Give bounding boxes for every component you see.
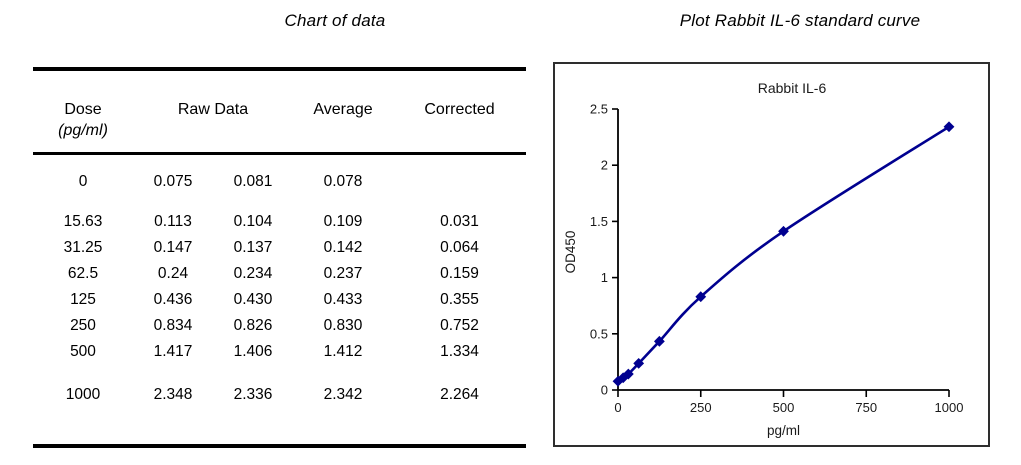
y-tick-label: 1.5 xyxy=(590,214,608,229)
table-panel-title: Chart of data xyxy=(284,11,386,30)
table-cell-dose: 62.5 xyxy=(67,265,99,282)
x-tick-label: 0 xyxy=(614,400,621,415)
table-cell-raw2: 2.336 xyxy=(233,386,273,403)
table-cell-raw2: 0.137 xyxy=(233,239,273,256)
data-point-marker xyxy=(695,291,707,303)
data-point-marker xyxy=(943,121,955,133)
x-tick-label: 1000 xyxy=(935,400,964,415)
table-cell-corrected: 0.355 xyxy=(440,291,479,308)
table-cell-corrected: 0.064 xyxy=(440,239,479,256)
table-row: 31.25 0.147 0.137 0.142 0.064 xyxy=(33,235,526,261)
y-tick-label: 0.5 xyxy=(590,326,608,341)
chart-panel-title: Plot Rabbit IL-6 standard curve xyxy=(679,11,921,30)
column-header-dose: Dose (pg/ml) xyxy=(33,71,133,152)
column-header-average: Average xyxy=(313,101,373,118)
table-cell-raw1: 0.834 xyxy=(153,317,193,334)
table-cell-average: 0.830 xyxy=(323,317,363,334)
data-point-marker xyxy=(622,368,634,380)
table-cell-raw2: 0.430 xyxy=(233,291,273,308)
column-header-raw-data: Raw Data xyxy=(177,101,249,118)
table-row: 62.5 0.24 0.234 0.237 0.159 xyxy=(33,261,526,287)
x-tick-label: 250 xyxy=(690,400,712,415)
x-tick-label: 750 xyxy=(855,400,877,415)
table-cell-raw2: 0.081 xyxy=(233,173,273,190)
table-row: 1000 2.348 2.336 2.342 2.264 xyxy=(33,382,526,408)
table-cell-average: 0.142 xyxy=(323,239,363,256)
table-cell-dose: 500 xyxy=(70,343,96,360)
y-tick-label: 0 xyxy=(601,383,608,398)
table-cell-raw1: 0.24 xyxy=(157,265,189,282)
y-tick-label: 2 xyxy=(601,158,608,173)
table-cell-dose: 0 xyxy=(78,173,88,190)
table-cell-corrected: 0.752 xyxy=(440,317,479,334)
table-cell-average: 0.237 xyxy=(323,265,363,282)
table-cell-dose: 1000 xyxy=(65,386,101,403)
table-cell-raw1: 0.147 xyxy=(153,239,193,256)
x-tick-label: 500 xyxy=(773,400,795,415)
table-cell-raw1: 1.417 xyxy=(153,343,193,360)
data-point-marker xyxy=(653,335,665,347)
y-tick-label: 2.5 xyxy=(590,102,608,117)
table-rows: 0 0.075 0.081 0.078 15.63 0.113 0.104 0.109 0.03… xyxy=(33,155,526,444)
table-cell-raw1: 0.436 xyxy=(153,291,193,308)
table-cell-raw1: 0.075 xyxy=(153,173,193,190)
table-cell-average: 2.342 xyxy=(323,386,363,403)
data-point-marker xyxy=(778,225,789,237)
table-cell-raw2: 0.234 xyxy=(233,265,273,282)
y-tick-label: 1 xyxy=(601,270,608,285)
table-cell-corrected xyxy=(393,167,526,197)
table-cell-average: 0.078 xyxy=(323,173,363,190)
table-row: 15.63 0.113 0.104 0.109 0.031 xyxy=(33,209,526,235)
table-cell-raw1: 0.113 xyxy=(154,213,192,230)
y-axis-label: OD450 xyxy=(563,231,578,274)
data-point-marker xyxy=(633,357,645,369)
chart-title: Rabbit IL-6 xyxy=(758,80,827,96)
table-cell-dose: 31.25 xyxy=(63,239,103,256)
table-row: 0 0.075 0.081 0.078 xyxy=(33,167,526,197)
table-cell-raw2: 1.406 xyxy=(233,343,273,360)
table-row: 500 1.417 1.406 1.412 1.334 xyxy=(33,339,526,365)
table-header-row: Dose (pg/ml) Raw Data Average Corrected xyxy=(33,71,526,155)
standard-curve-line xyxy=(616,125,951,383)
column-header-dose-unit: (pg/ml) xyxy=(58,122,108,139)
table-cell-raw1: 2.348 xyxy=(153,386,193,403)
data-point-marker xyxy=(617,372,629,384)
table-cell-corrected: 1.334 xyxy=(440,343,479,360)
table-cell-average: 1.412 xyxy=(323,343,363,360)
table-row: 125 0.436 0.430 0.433 0.355 xyxy=(33,287,526,313)
table-cell-dose: 250 xyxy=(70,317,96,334)
standard-curve-plot: Rabbit IL-6 0 0.5 1 1.5 2 2.5 0 250 500 750 1000 OD4… xyxy=(563,80,964,438)
x-axis-label: pg/ml xyxy=(767,423,800,438)
table-cell-corrected: 0.159 xyxy=(440,265,479,282)
column-header-corrected: Corrected xyxy=(424,101,495,118)
table-row: 250 0.834 0.826 0.830 0.752 xyxy=(33,313,526,339)
table-cell-dose: 15.63 xyxy=(63,213,103,230)
table-cell-average: 0.109 xyxy=(323,213,363,230)
table-cell-average: 0.433 xyxy=(323,291,363,308)
table-cell-raw2: 0.104 xyxy=(233,213,273,230)
table-cell-corrected: 0.031 xyxy=(440,213,479,230)
table-cell-raw2: 0.826 xyxy=(233,317,273,334)
table-cell-corrected: 2.264 xyxy=(440,386,479,403)
column-header-dose-label: Dose xyxy=(64,101,102,118)
standard-curve-chart: Rabbit IL-6 0 0.5 1 1.5 2 2.5 0 250 500 750 1000 OD4… xyxy=(553,62,990,447)
data-table: Dose (pg/ml) Raw Data Average Corrected … xyxy=(33,67,526,448)
table-cell-dose: 125 xyxy=(70,291,96,308)
